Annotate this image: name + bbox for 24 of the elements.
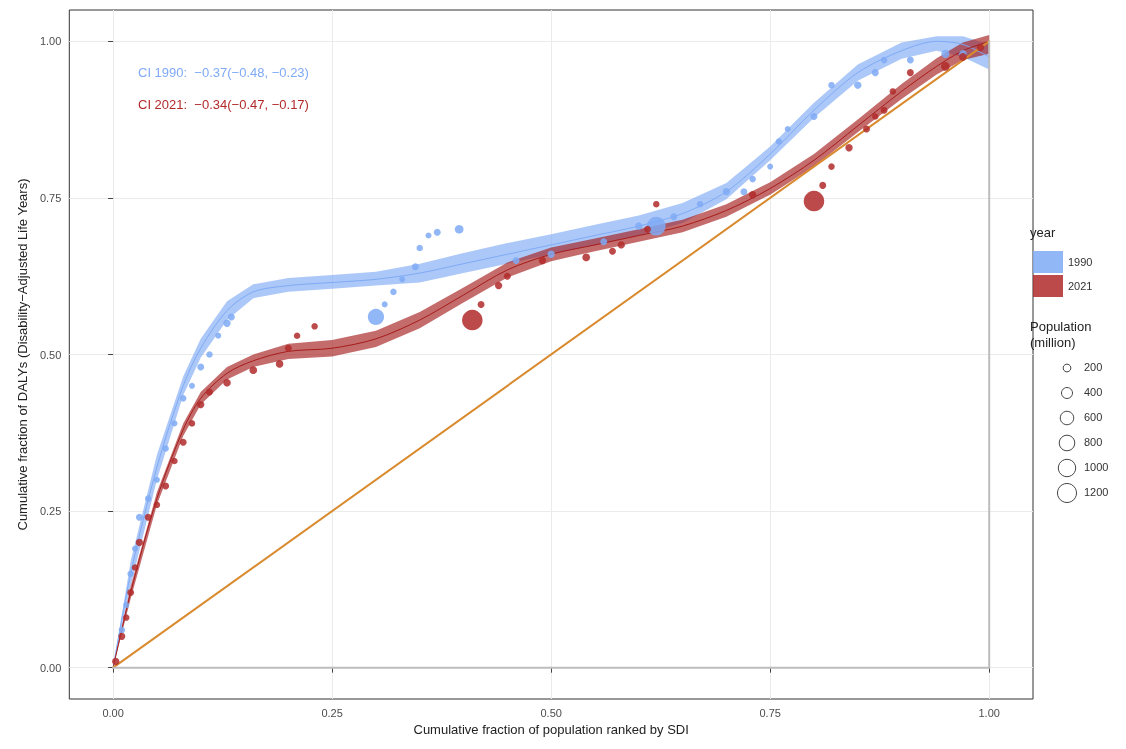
- legend-title: year: [1030, 225, 1056, 240]
- annotation: Population (million): [1030, 318, 1092, 350]
- y-tick-label: 0.25: [39, 505, 62, 518]
- x-tick-label: 0.00: [102, 706, 124, 719]
- annotation: CI 1990: −0.37(−0.48, −0.23): [138, 65, 309, 80]
- legend-label: 200: [1084, 360, 1103, 373]
- y-tick-label: 1.00: [39, 35, 62, 48]
- x-axis-title: Cumulative fraction of population ranked by SDI: [413, 722, 689, 737]
- legend-label: 1990: [1068, 256, 1093, 268]
- legend-label: 800: [1084, 435, 1103, 448]
- legend-label: 1200: [1084, 485, 1109, 498]
- x-tick-label: 0.50: [540, 706, 562, 719]
- legend-label: 1000: [1084, 460, 1109, 473]
- y-tick-label: 0.00: [39, 661, 62, 674]
- annotation: CI 2021: −0.34(−0.47, −0.17): [138, 97, 309, 112]
- y-tick-label: 0.75: [39, 191, 62, 204]
- legend-label: 2021: [1068, 280, 1093, 292]
- legend-label: 400: [1084, 385, 1103, 398]
- y-axis-title: Cumulative fraction of DALYs (Disability−Adjusted Life Years): [15, 178, 30, 531]
- x-tick-label: 0.25: [321, 706, 343, 719]
- x-tick-label: 0.75: [759, 706, 781, 719]
- x-tick-label: 1.00: [978, 706, 1000, 719]
- y-tick-label: 0.50: [39, 348, 62, 361]
- legend-label: 600: [1084, 410, 1103, 423]
